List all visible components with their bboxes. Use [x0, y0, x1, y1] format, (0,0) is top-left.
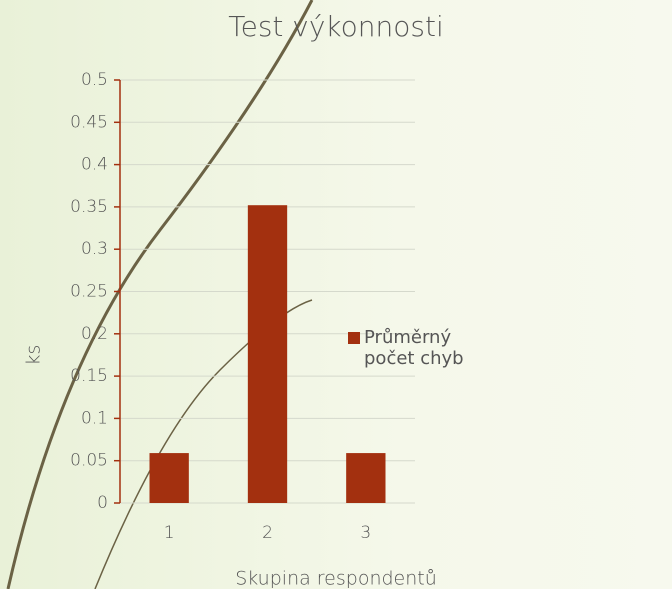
x-axis-label: Skupina respondentů: [235, 568, 437, 589]
legend: Průměrný počet chyb: [348, 327, 478, 369]
x-tick-label: 3: [360, 523, 371, 543]
y-tick-label: 0.4: [81, 155, 108, 175]
y-tick-label: 0.3: [81, 239, 108, 259]
y-axis-label: ks: [23, 345, 45, 366]
bar: [149, 453, 189, 503]
legend-swatch: [348, 332, 360, 344]
decor-curve: [6, 0, 314, 589]
y-tick-label: 0.2: [81, 324, 108, 344]
y-tick-label: 0: [97, 493, 108, 513]
y-tick-label: 0.25: [70, 282, 108, 302]
x-tick-label: 1: [164, 523, 175, 543]
x-tick-label: 2: [262, 523, 273, 543]
y-tick-label: 0.5: [81, 70, 108, 90]
legend-label: Průměrný počet chyb: [364, 327, 464, 369]
y-tick-label: 0.15: [70, 366, 108, 386]
bar: [346, 453, 386, 503]
chart-title: Test výkonnosti: [228, 10, 444, 43]
y-tick-label: 0.05: [70, 451, 108, 471]
bar: [247, 205, 288, 503]
y-tick-label: 0.45: [70, 112, 108, 132]
y-tick-label: 0.1: [81, 408, 108, 428]
y-tick-label: 0.35: [70, 197, 108, 217]
